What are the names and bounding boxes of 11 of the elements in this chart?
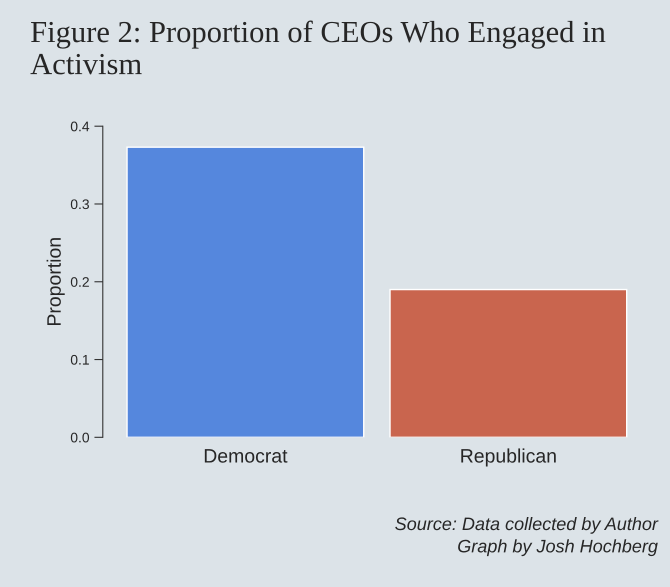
chart-title: Figure 2: Proportion of CEOs Who Engaged in Activism: [30, 20, 606, 74]
y-tick-label: 0.2: [70, 277, 89, 287]
y-tick-label: 0.4: [70, 122, 90, 132]
x-tick-label: Republican: [461, 448, 556, 467]
y-axis-title: Proportion: [46, 238, 65, 326]
y-tick-label: 0.0: [70, 432, 90, 442]
y-tick-label: 0.3: [70, 199, 89, 210]
y-tick-label: 0.1: [70, 354, 89, 365]
text: Graph by Josh Hochberg: [458, 539, 658, 556]
source-note: Source: Data collected by Author: [395, 516, 659, 534]
x-tick-label: Democrat: [204, 449, 288, 463]
